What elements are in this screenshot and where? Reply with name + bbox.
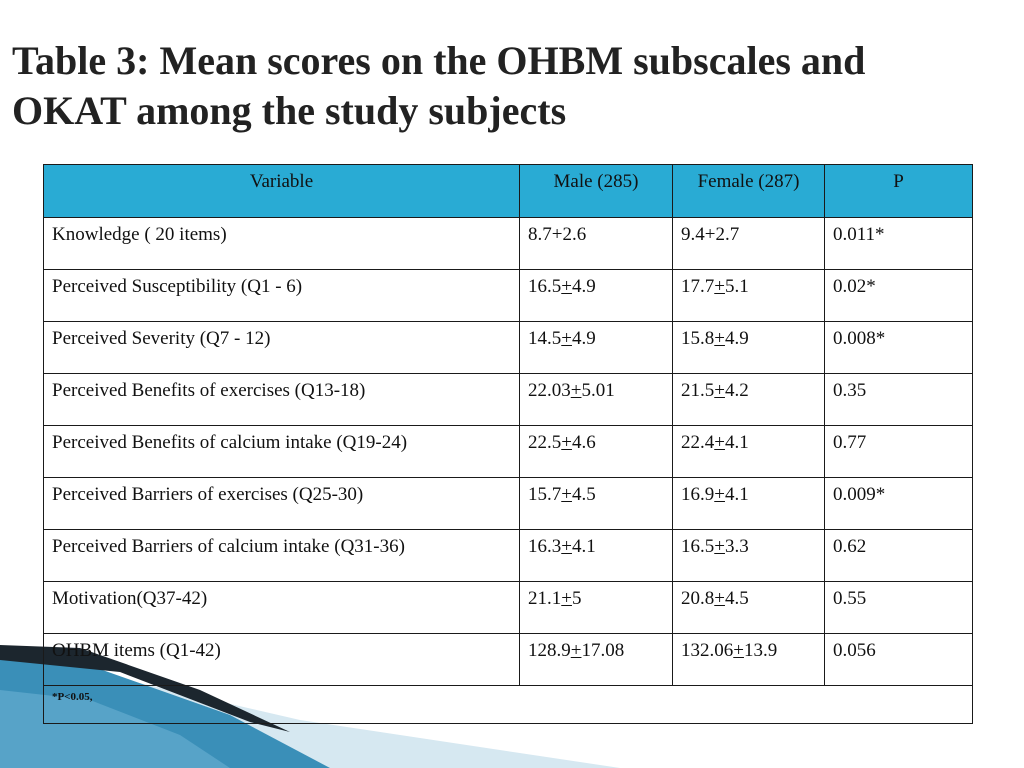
- table-header-row: Variable Male (285) Female (287) P: [43, 164, 973, 218]
- cell-p: 0.35: [824, 373, 973, 426]
- cell-p: 0.62: [824, 529, 973, 582]
- cell-variable: Perceived Benefits of calcium intake (Q1…: [43, 425, 520, 478]
- cell-female: 21.5+4.2: [672, 373, 825, 426]
- cell-female: 16.5+3.3: [672, 529, 825, 582]
- cell-male: 16.3+4.1: [519, 529, 673, 582]
- footnote-row: *P<0.05,: [43, 685, 973, 724]
- cell-male: 21.1+5: [519, 581, 673, 634]
- results-table-container: Variable Male (285) Female (287) P Knowl…: [43, 164, 973, 724]
- cell-variable: Perceived Susceptibility (Q1 - 6): [43, 269, 520, 322]
- cell-male: 14.5+4.9: [519, 321, 673, 374]
- cell-male: 16.5+4.9: [519, 269, 673, 322]
- header-variable: Variable: [43, 164, 520, 218]
- cell-variable: Perceived Benefits of exercises (Q13-18): [43, 373, 520, 426]
- cell-female: 132.06+13.9: [672, 633, 825, 686]
- cell-female: 22.4+4.1: [672, 425, 825, 478]
- table-row: Perceived Susceptibility (Q1 - 6) 16.5+4.…: [43, 269, 973, 322]
- footnote: *P<0.05,: [43, 685, 973, 724]
- cell-variable: OHBM items (Q1-42): [43, 633, 520, 686]
- slide-title: Table 3: Mean scores on the OHBM subscal…: [12, 36, 1012, 136]
- cell-male: 22.5+4.6: [519, 425, 673, 478]
- cell-variable: Perceived Barriers of exercises (Q25-30): [43, 477, 520, 530]
- cell-p: 0.02*: [824, 269, 973, 322]
- cell-female: 9.4+2.7: [672, 217, 825, 270]
- cell-female: 17.7+5.1: [672, 269, 825, 322]
- cell-female: 15.8+4.9: [672, 321, 825, 374]
- cell-p: 0.008*: [824, 321, 973, 374]
- cell-p: 0.55: [824, 581, 973, 634]
- cell-male: 15.7+4.5: [519, 477, 673, 530]
- cell-female: 20.8+4.5: [672, 581, 825, 634]
- slide-title-line-1: Table 3: Mean scores on the OHBM subscal…: [12, 38, 866, 83]
- table-row: Knowledge ( 20 items) 8.7+2.6 9.4+2.7 0.011…: [43, 217, 973, 270]
- table-row: Perceived Benefits of calcium intake (Q1…: [43, 425, 973, 478]
- cell-male: 22.03+5.01: [519, 373, 673, 426]
- table-row: Perceived Benefits of exercises (Q13-18)…: [43, 373, 973, 426]
- slide-title-line-2: OKAT among the study subjects: [12, 88, 567, 133]
- header-p: P: [824, 164, 973, 218]
- cell-variable: Knowledge ( 20 items): [43, 217, 520, 270]
- results-table: Variable Male (285) Female (287) P Knowl…: [43, 164, 973, 724]
- table-row: Motivation(Q37-42) 21.1+5 20.8+4.5 0.55: [43, 581, 973, 634]
- header-female: Female (287): [672, 164, 825, 218]
- table-row: Perceived Severity (Q7 - 12) 14.5+4.9 15.8…: [43, 321, 973, 374]
- table-row: Perceived Barriers of calcium intake (Q3…: [43, 529, 973, 582]
- cell-p: 0.77: [824, 425, 973, 478]
- cell-p: 0.056: [824, 633, 973, 686]
- cell-variable: Perceived Barriers of calcium intake (Q3…: [43, 529, 520, 582]
- cell-variable: Perceived Severity (Q7 - 12): [43, 321, 520, 374]
- cell-p: 0.011*: [824, 217, 973, 270]
- cell-female: 16.9+4.1: [672, 477, 825, 530]
- cell-male: 8.7+2.6: [519, 217, 673, 270]
- cell-male: 128.9+17.08: [519, 633, 673, 686]
- cell-variable: Motivation(Q37-42): [43, 581, 520, 634]
- cell-p: 0.009*: [824, 477, 973, 530]
- header-male: Male (285): [519, 164, 673, 218]
- table-body: Knowledge ( 20 items) 8.7+2.6 9.4+2.7 0.011…: [43, 217, 973, 686]
- table-row: Perceived Barriers of exercises (Q25-30)…: [43, 477, 973, 530]
- table-row: OHBM items (Q1-42) 128.9+17.08 132.06+13.9…: [43, 633, 973, 686]
